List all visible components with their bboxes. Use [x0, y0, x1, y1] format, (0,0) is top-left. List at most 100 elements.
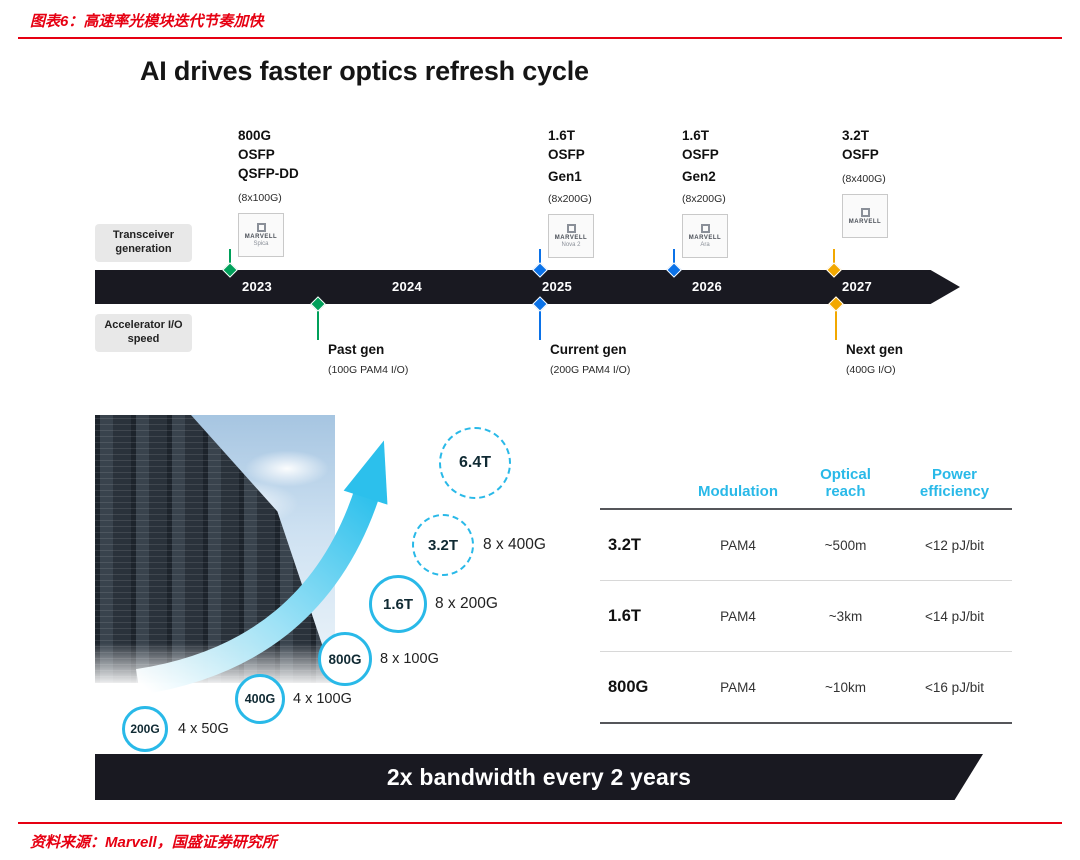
- timeline-year-2023: 2023: [241, 279, 273, 294]
- chip-brand-label: MARVELL: [244, 234, 278, 241]
- transceiver-detail: (8x100G): [238, 192, 282, 205]
- marvell-logo-icon: [256, 223, 266, 233]
- cell-modulation: PAM4: [720, 608, 756, 624]
- cell-power-efficiency: <14 pJ/bit: [925, 608, 984, 624]
- transceiver-gen: Gen2: [682, 169, 716, 185]
- accelerator-name: Next gen: [846, 342, 904, 357]
- cell-power-efficiency: <16 pJ/bit: [925, 679, 984, 695]
- marvell-logo-icon: [700, 224, 710, 234]
- connector-line: [229, 249, 231, 270]
- top-divider: [18, 37, 1062, 39]
- cell-optical-reach: ~3km: [828, 608, 863, 624]
- accelerator-detail: (400G I/O): [846, 364, 896, 376]
- column-header-power-efficiency: Power efficiency: [919, 465, 990, 500]
- chip-brand-label: MARVELL: [848, 218, 882, 225]
- bubble-3.2t: 3.2T: [412, 514, 474, 576]
- bubble-detail-800g: 8 x 100G: [380, 651, 439, 667]
- connector-line: [539, 304, 541, 340]
- timeline-year-2026: 2026: [691, 279, 723, 294]
- source-caption: 资料来源：Marvell，国盛证券研究所: [30, 834, 277, 851]
- transceiver-detail: (8x400G): [842, 173, 886, 186]
- bubble-label: 200G: [130, 722, 160, 736]
- row-label: 1.6T: [608, 606, 642, 625]
- bottom-divider: [18, 822, 1062, 824]
- column-header-modulation: Modulation: [698, 482, 778, 500]
- timeline-year-2024: 2024: [391, 279, 423, 294]
- accelerator-io-label: Accelerator I/O speed: [95, 314, 192, 352]
- connector-line: [317, 304, 319, 340]
- transceiver-milestone-3.2t: 3.2T OSFP (8x400G) MARVELL: [842, 126, 950, 239]
- growth-arrow-icon: [136, 440, 388, 695]
- transceiver-milestone-1.6t-gen2: 1.6T OSFP Gen2 (8x200G) MARVELL Ara: [682, 126, 790, 259]
- table-row: 1.6T PAM4 ~3km <14 pJ/bit: [600, 581, 1012, 652]
- chip-model-label: Nova 2: [561, 242, 581, 249]
- banner-text: 2x bandwidth every 2 years: [386, 763, 692, 790]
- transceiver-name: 1.6T OSFP: [682, 128, 719, 163]
- slide-title: AI drives faster optics refresh cycle: [140, 56, 589, 86]
- cell-power-efficiency: <12 pJ/bit: [925, 537, 984, 553]
- timeline-year-2027: 2027: [841, 279, 873, 294]
- bubble-detail-400g: 4 x 100G: [293, 691, 352, 707]
- chip-model-label: Ara: [700, 242, 710, 249]
- connector-line: [833, 249, 835, 270]
- accelerator-milestone-current: Current gen (200G PAM4 I/O): [550, 342, 680, 376]
- bubble-6.4t: 6.4T: [439, 427, 511, 499]
- bubble-detail-3.2t: 8 x 400G: [483, 536, 546, 553]
- table-header-row: Modulation Optical reach Power efficienc…: [600, 452, 1012, 510]
- table-row: 800G PAM4 ~10km <16 pJ/bit: [600, 652, 1012, 724]
- accelerator-milestone-next: Next gen (400G I/O): [846, 342, 976, 376]
- accelerator-name: Current gen: [550, 342, 627, 357]
- marvell-chip-icon: MARVELL Ara: [682, 214, 728, 259]
- marvell-chip-icon: MARVELL: [842, 194, 888, 239]
- spec-table: Modulation Optical reach Power efficienc…: [600, 452, 1012, 724]
- bubble-label: 400G: [244, 692, 276, 706]
- transceiver-name: 800G OSFP QSFP-DD: [238, 128, 299, 182]
- bubble-label: 800G: [328, 651, 362, 667]
- bubble-400g: 400G: [235, 674, 285, 724]
- bubble-800g: 800G: [318, 632, 372, 686]
- transceiver-name: 3.2T OSFP: [842, 128, 879, 163]
- cell-modulation: PAM4: [720, 537, 756, 553]
- bubble-detail-200g: 4 x 50G: [178, 721, 229, 737]
- column-header-optical-reach: Optical reach: [820, 465, 871, 500]
- bubble-1.6t: 1.6T: [369, 575, 427, 633]
- marvell-chip-icon: MARVELL Nova 2: [548, 214, 594, 259]
- chip-brand-label: MARVELL: [688, 235, 722, 242]
- accelerator-detail: (100G PAM4 I/O): [328, 364, 409, 376]
- marvell-logo-icon: [566, 224, 576, 234]
- accelerator-name: Past gen: [328, 342, 385, 357]
- chip-brand-label: MARVELL: [554, 235, 588, 242]
- accelerator-milestone-past: Past gen (100G PAM4 I/O): [328, 342, 458, 376]
- transceiver-milestone-800g: 800G OSFP QSFP-DD (8x100G) MARVELL Spica: [238, 126, 346, 258]
- timeline-band: 2023 2024 2025 2026 2027: [95, 270, 960, 304]
- figure-caption: 图表6：高速率光模块迭代节奏加快: [30, 13, 264, 30]
- accelerator-detail: (200G PAM4 I/O): [550, 364, 631, 376]
- chip-model-label: Spica: [253, 241, 269, 248]
- transceiver-name: 1.6T OSFP: [548, 128, 585, 163]
- bubble-200g: 200G: [122, 706, 168, 752]
- connector-line: [673, 249, 675, 270]
- cell-optical-reach: ~500m: [824, 537, 867, 553]
- bubble-detail-1.6t: 8 x 200G: [435, 595, 498, 612]
- table-row: 3.2T PAM4 ~500m <12 pJ/bit: [600, 510, 1012, 581]
- bubble-label: 3.2T: [427, 536, 458, 554]
- connector-line: [835, 304, 837, 340]
- transceiver-detail: (8x200G): [548, 193, 592, 206]
- table-corner-cell: [600, 452, 682, 508]
- transceiver-detail: (8x200G): [682, 193, 726, 206]
- cell-optical-reach: ~10km: [825, 679, 866, 695]
- bandwidth-banner: 2x bandwidth every 2 years: [95, 754, 983, 800]
- server-racks-image: [95, 415, 335, 683]
- transceiver-generation-label: Transceiver generation: [95, 224, 192, 262]
- marvell-chip-icon: MARVELL Spica: [238, 213, 284, 258]
- marvell-logo-icon: [860, 207, 870, 217]
- bubble-label: 6.4T: [458, 454, 491, 471]
- cell-modulation: PAM4: [720, 679, 756, 695]
- row-label: 3.2T: [608, 535, 642, 554]
- transceiver-gen: Gen1: [548, 169, 582, 185]
- transceiver-milestone-1.6t-gen1: 1.6T OSFP Gen1 (8x200G) MARVELL Nova 2: [548, 126, 656, 259]
- connector-line: [539, 249, 541, 270]
- row-label: 800G: [608, 677, 649, 696]
- bubble-label: 1.6T: [382, 595, 413, 613]
